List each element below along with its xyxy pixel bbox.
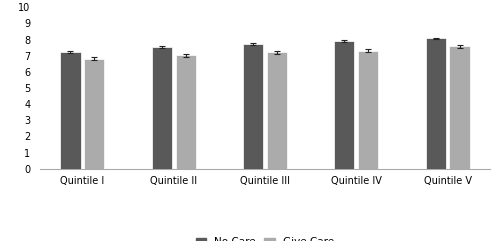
Bar bbox=[152, 47, 172, 169]
Legend: No Care, Give Care: No Care, Give Care bbox=[196, 237, 334, 241]
Bar bbox=[267, 53, 287, 169]
Bar bbox=[84, 59, 104, 169]
Bar bbox=[450, 46, 469, 169]
Bar bbox=[60, 52, 80, 169]
Bar bbox=[176, 55, 196, 169]
Bar bbox=[243, 44, 263, 169]
Bar bbox=[358, 51, 378, 169]
Bar bbox=[426, 38, 446, 169]
Bar bbox=[334, 41, 354, 169]
